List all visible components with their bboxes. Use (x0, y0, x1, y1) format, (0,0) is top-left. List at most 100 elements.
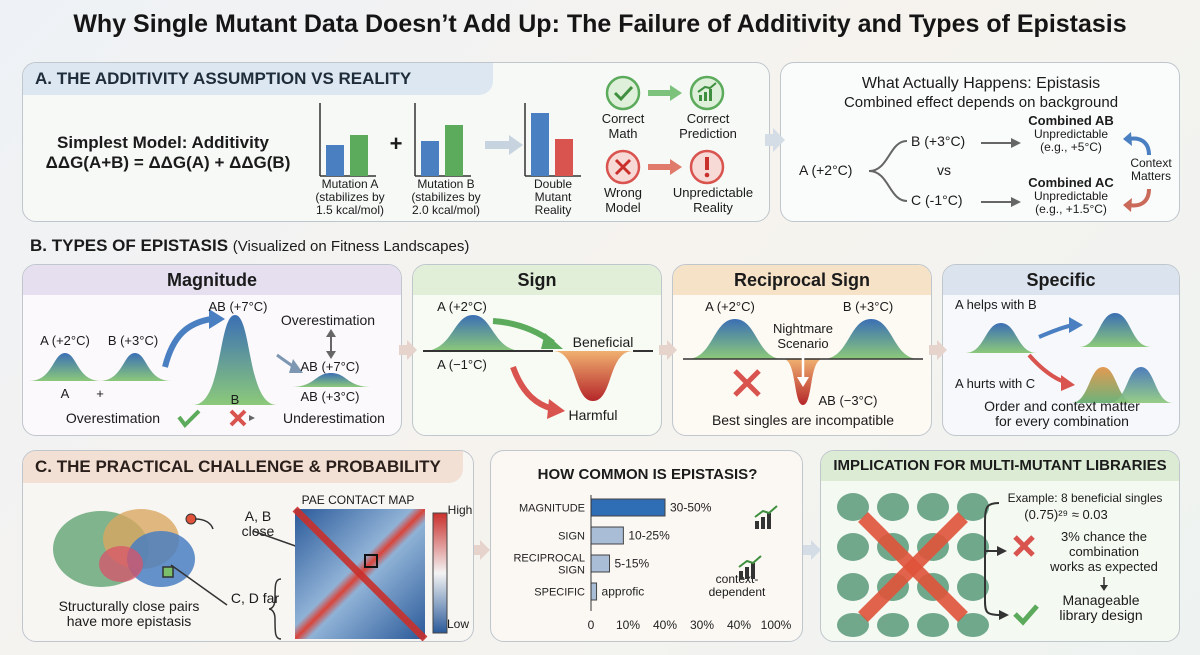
panel-a-header: A. THE ADDITIVITY ASSUMPTION VS REALITY (23, 63, 493, 95)
common-title: HOW COMMON IS EPISTASIS? (537, 466, 758, 483)
impl-example: Example: 8 beneficial singles (1007, 491, 1163, 505)
bar-value-label: 5-15% (615, 557, 650, 571)
bar-b-green (445, 125, 463, 176)
peak-b (99, 353, 171, 381)
specific-title: Specific (943, 265, 1179, 295)
wrong-model: Wrong Model (603, 185, 643, 215)
additivity-formula: ΔΔG(A+B) = ΔΔG(A) + ΔΔG(B) (45, 153, 291, 172)
label-a: A (+2°C) (799, 162, 853, 178)
spec-peak-a (965, 323, 1037, 353)
label-b: B (+3°C) (911, 133, 966, 149)
spec-caption: Order and context matter for every combin… (984, 398, 1140, 429)
branch-lines (868, 140, 908, 202)
magnitude-landscape (29, 309, 371, 429)
specific-landscape (965, 313, 1173, 403)
c-caption: Structurally close pairs have more epista… (58, 598, 200, 629)
sign-a2: A (−1°C) (437, 357, 487, 372)
panel-c-header: C. THE PRACTICAL CHALLENGE & PROBABILITY (23, 451, 463, 483)
recip-peak-a (687, 319, 783, 359)
mag-x-a: A (60, 386, 70, 401)
x-tick-label: 0 (588, 618, 595, 632)
contact-map (268, 506, 428, 641)
label-c: C (-1°C) (911, 192, 963, 208)
x-tick-label: 30% (690, 618, 714, 632)
spec-peak-ab (1079, 313, 1151, 347)
curved-arrow-blue-icon (1123, 132, 1151, 156)
protein-library-grid (837, 493, 989, 637)
sign-valley (553, 351, 633, 401)
double-label: Double Mutant Reality (533, 177, 573, 217)
connector-arrow-b2 (659, 340, 677, 360)
connector-arrow-c (472, 540, 490, 560)
bar-sign (590, 526, 624, 545)
spec-helps: A helps with B (955, 297, 1037, 312)
bars-double (524, 103, 581, 177)
trend-icon-2 (738, 555, 762, 579)
mag-x-plus: + (96, 386, 104, 401)
recip-peak-b (823, 319, 919, 359)
trend-icon-1 (754, 505, 778, 529)
sign-a: A (+2°C) (437, 299, 487, 314)
magnitude-title: Magnitude (23, 265, 401, 295)
sign-harmful: Harmful (568, 407, 618, 423)
cd-far: C, D far (230, 590, 280, 606)
reciprocal-landscape (683, 319, 923, 405)
x-circle-icon (605, 149, 641, 185)
sign-beneficial: Beneficial (572, 334, 634, 350)
context-matters: Context Matters (1130, 156, 1172, 183)
spec-hurts: A hurts with C (955, 376, 1036, 391)
actual-title: What Actually Happens: Epistasis (861, 75, 1101, 92)
arrow-green-icon (648, 85, 682, 101)
bar-category-label: SIGN (558, 565, 585, 577)
bar-value-label: 10-25% (628, 529, 670, 543)
connector-arrow-d (803, 540, 821, 560)
plus-sign: + (389, 131, 403, 156)
panel-additivity: A. THE ADDITIVITY ASSUMPTION VS REALITY … (22, 62, 770, 222)
connector-arrow-b3 (929, 340, 947, 360)
bar-magnitude (590, 498, 666, 517)
panel-practical: C. THE PRACTICAL CHALLENGE & PROBABILITY… (22, 450, 474, 642)
check-icon-2 (1013, 604, 1039, 626)
mag-b: B (+3°C) (107, 333, 159, 348)
arrow-red-icon (648, 159, 682, 175)
down-arrow-icon (1100, 577, 1108, 591)
combined-ac: Combined AC Unpredictable (e.g., +1.5°C) (1028, 175, 1114, 216)
bar-reciprocal-sign (590, 554, 610, 573)
recip-caption: Best singles are incompatible (711, 412, 895, 428)
bar-category-label: SPECIFIC (534, 587, 585, 599)
bar-double-blue (531, 113, 549, 176)
mag-a: A (+2°C) (40, 333, 90, 348)
bar-value-label: approfic (602, 585, 645, 599)
cross-icon-3 (1013, 535, 1035, 557)
spec-peak-ac1 (1071, 367, 1135, 403)
mag-under: Underestimation (283, 410, 385, 426)
mut-a-label: Mutation A (stabilizes by 1.5 kcal/mol) (315, 177, 385, 217)
scale-low: Low (446, 617, 469, 631)
mag-over: Overestimation (280, 312, 376, 328)
curved-arrow-red-icon (1123, 188, 1151, 212)
bar-b-blue (421, 141, 439, 176)
spec-peak-ac2 (1109, 367, 1173, 403)
impl-title: IMPLICATION FOR MULTI-MUTANT LIBRARIES (821, 451, 1179, 481)
connector-arrow-b1 (399, 340, 417, 360)
label-vs: vs (937, 162, 951, 178)
recip-ab: AB (−3°C) (818, 393, 878, 408)
x-tick-label: 10% (616, 618, 640, 632)
recip-b: B (+3°C) (842, 299, 894, 314)
check-circle-icon (605, 75, 641, 111)
arrow-to-ab (981, 138, 1021, 148)
recip-a: A (+2°C) (705, 299, 755, 314)
chart-up-icon (689, 75, 725, 111)
peak-ab-big (193, 315, 277, 405)
sign-landscape (423, 315, 653, 419)
impl-chance: 3% chance the combination works as expecte… (1050, 529, 1158, 574)
mag-ab3: AB (+3°C) (300, 389, 360, 404)
panel-specific: Specific A helps with B A hurts with C O… (942, 264, 1180, 436)
color-scale (432, 512, 448, 634)
check-icon (177, 409, 201, 429)
impl-manageable: Manageable library design (1059, 592, 1143, 623)
bars-a (319, 103, 376, 177)
sign-title: Sign (413, 265, 661, 295)
